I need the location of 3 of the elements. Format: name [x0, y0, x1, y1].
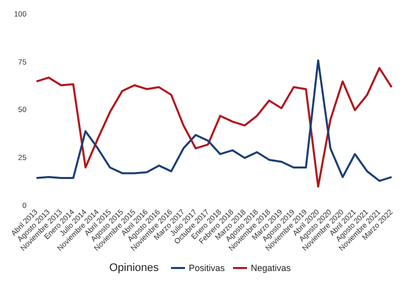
legend-title: Opiniones: [109, 262, 159, 274]
legend-label: Positivas: [188, 263, 225, 273]
legend-label: Negativas: [250, 263, 291, 273]
